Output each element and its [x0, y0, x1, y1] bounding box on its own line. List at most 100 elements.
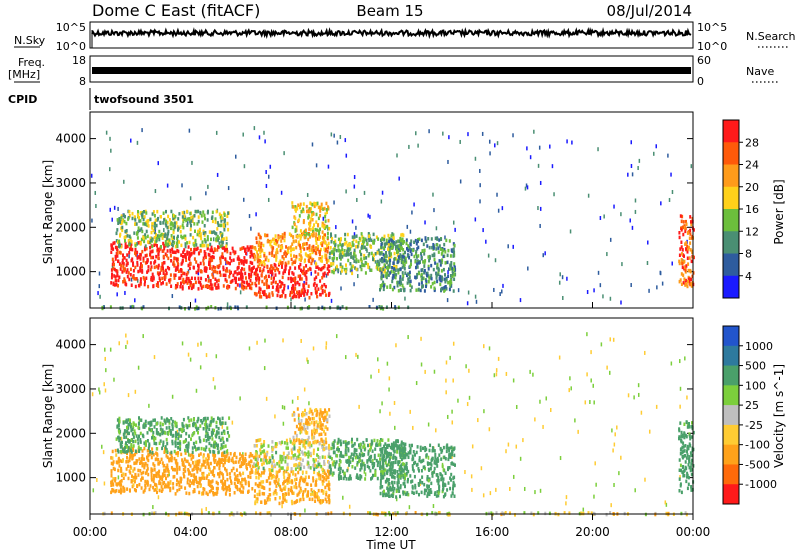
echo-cell [282, 271, 285, 275]
echo-cell [164, 421, 167, 425]
echo-cell [143, 465, 146, 470]
echo-cell [215, 420, 218, 425]
echo-cell [118, 262, 121, 266]
echo-cell [380, 238, 382, 242]
echo-cell [379, 438, 382, 442]
echo-cell [198, 233, 201, 238]
echo-cell [177, 436, 180, 441]
echo-cell [422, 260, 425, 264]
echo-cell [255, 454, 258, 458]
echo-cell [211, 286, 214, 291]
echo-cell [199, 477, 202, 482]
echo-cell [215, 279, 218, 283]
echo-cell [123, 488, 126, 493]
echo-speck [545, 396, 548, 401]
echo-cell [291, 501, 294, 506]
echo-cell [141, 264, 143, 268]
echo-cell [434, 261, 437, 265]
echo-cell [150, 238, 153, 243]
echo-cell [168, 419, 170, 423]
echo-cell [162, 440, 165, 444]
echo-cell [220, 255, 223, 259]
echo-cell [188, 251, 191, 255]
echo-speck [92, 488, 95, 493]
echo-cell [360, 259, 363, 264]
echo-cell [278, 496, 281, 500]
echo-cell [219, 223, 222, 228]
echo-cell [221, 437, 224, 441]
echo-speck [424, 369, 426, 374]
echo-speck [348, 504, 351, 509]
echo-speck [644, 477, 646, 482]
echo-cell [382, 252, 385, 257]
echo-speck [263, 130, 265, 135]
echo-cell [344, 232, 347, 237]
echo-cell [680, 258, 683, 262]
echo-cell [568, 511, 571, 515]
echo-cell [169, 486, 172, 491]
echo-cell [155, 283, 158, 287]
echo-cell [315, 283, 318, 288]
echo-cell [140, 471, 143, 476]
echo-cell [201, 421, 204, 425]
echo-cell [254, 246, 257, 250]
echo-cell [175, 257, 178, 261]
echo-speck [449, 355, 451, 360]
echo-cell [410, 262, 412, 267]
echo-cell [211, 267, 214, 271]
echo-cell [370, 439, 373, 443]
echo-cell [421, 276, 424, 281]
echo-cell [383, 256, 386, 260]
echo-speck [381, 190, 384, 195]
echo-cell [179, 229, 182, 234]
echo-cell [211, 230, 214, 235]
echo-cell [249, 283, 252, 288]
echo-cell [222, 445, 225, 449]
colorbar-swatch [723, 142, 739, 165]
echo-cell [355, 239, 358, 244]
echo-cell [249, 260, 252, 265]
echo-cell [228, 416, 231, 420]
echo-cell [317, 447, 320, 451]
echo-cell [137, 241, 140, 245]
echo-cell [150, 476, 153, 480]
echo-cell [281, 233, 284, 237]
echo-cell [163, 473, 166, 478]
echo-cell [167, 239, 170, 243]
echo-cell [175, 451, 178, 456]
echo-cell [205, 445, 208, 449]
echo-cell [179, 444, 182, 449]
echo-speck [274, 414, 276, 419]
echo-cell [305, 253, 308, 258]
echo-cell [297, 419, 300, 424]
echo-cell [255, 444, 258, 448]
echo-speck [470, 474, 473, 479]
echo-cell [292, 289, 295, 294]
echo-cell [303, 465, 306, 469]
echo-cell [272, 459, 275, 463]
echo-cell [127, 445, 130, 450]
echo-cell [212, 255, 215, 260]
echo-cell [328, 487, 331, 492]
echo-cell [241, 513, 243, 517]
echo-cell [200, 419, 203, 423]
echo-cell [308, 207, 311, 211]
echo-cell [271, 248, 274, 252]
echo-cell [408, 270, 411, 275]
echo-cell [495, 511, 498, 515]
echo-cell [367, 452, 370, 456]
echo-cell [271, 461, 274, 465]
echo-cell [298, 265, 300, 269]
echo-cell [110, 480, 113, 485]
echo-cell [229, 251, 232, 256]
echo-cell [288, 480, 291, 484]
echo-cell [310, 213, 313, 217]
echo-cell [328, 443, 331, 448]
echo-cell [146, 431, 149, 435]
echo-speck [283, 405, 286, 410]
echo-cell [242, 486, 245, 490]
echo-cell [286, 251, 288, 256]
echo-cell [363, 256, 366, 261]
echo-cell [312, 226, 315, 230]
echo-cell [400, 254, 403, 259]
